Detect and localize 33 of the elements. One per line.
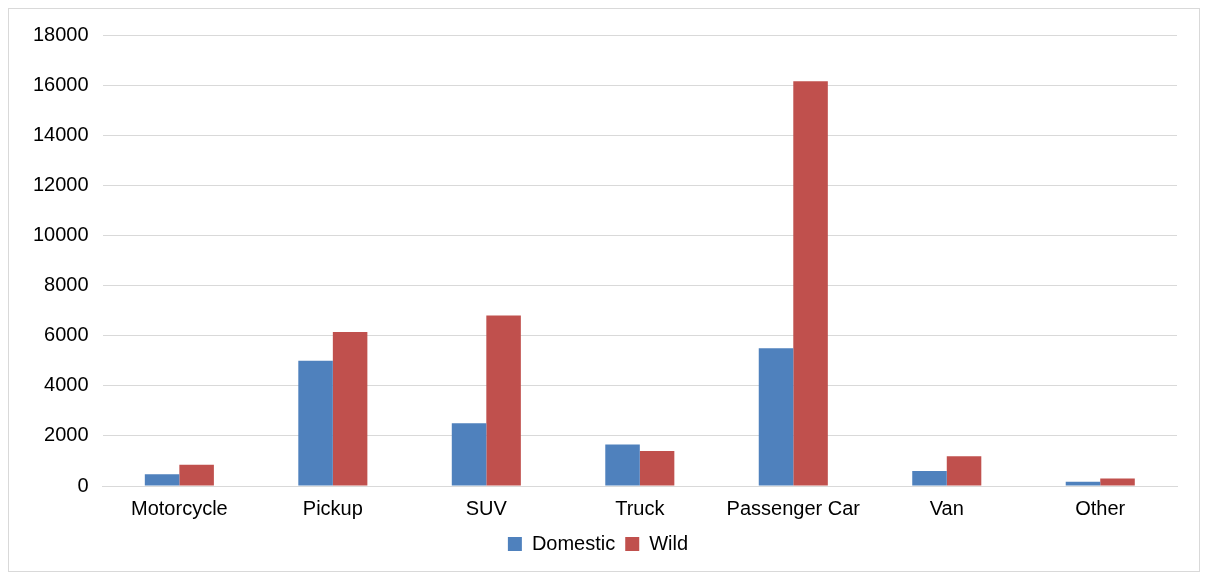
bar [298,360,333,486]
bar [486,315,521,486]
y-tick-label: 2000 [44,423,89,446]
x-tick-label: Motorcycle [131,496,228,519]
bar [179,464,214,486]
x-tick-label: Pickup [302,496,363,519]
x-tick-label: SUV [465,496,508,519]
y-tick-label: 6000 [44,323,89,346]
bar [144,474,180,486]
y-tick-label: 12000 [32,172,89,195]
bar [451,423,487,486]
bar [912,470,947,486]
legend-label: Domestic [531,531,616,554]
y-tick-label: 16000 [32,72,89,95]
bar [758,348,794,486]
y-tick-label: 18000 [32,22,89,45]
y-tick-label: 8000 [44,273,89,296]
y-tick-label: 14000 [32,122,89,145]
bar [1065,481,1101,486]
x-tick-label: Passenger Car [726,496,861,519]
x-tick-label: Other [1075,496,1126,519]
x-tick-label: Van [929,496,964,519]
bar [1100,478,1135,486]
bar [946,456,982,486]
bar [332,331,368,486]
legend-label: Wild [649,531,689,554]
bar [639,450,675,486]
bar [793,81,828,486]
x-tick-label: Truck [615,496,666,519]
bar [605,444,640,486]
y-tick-label: 10000 [32,222,89,245]
y-tick-label: 4000 [44,373,89,396]
y-tick-label: 0 [77,473,89,496]
